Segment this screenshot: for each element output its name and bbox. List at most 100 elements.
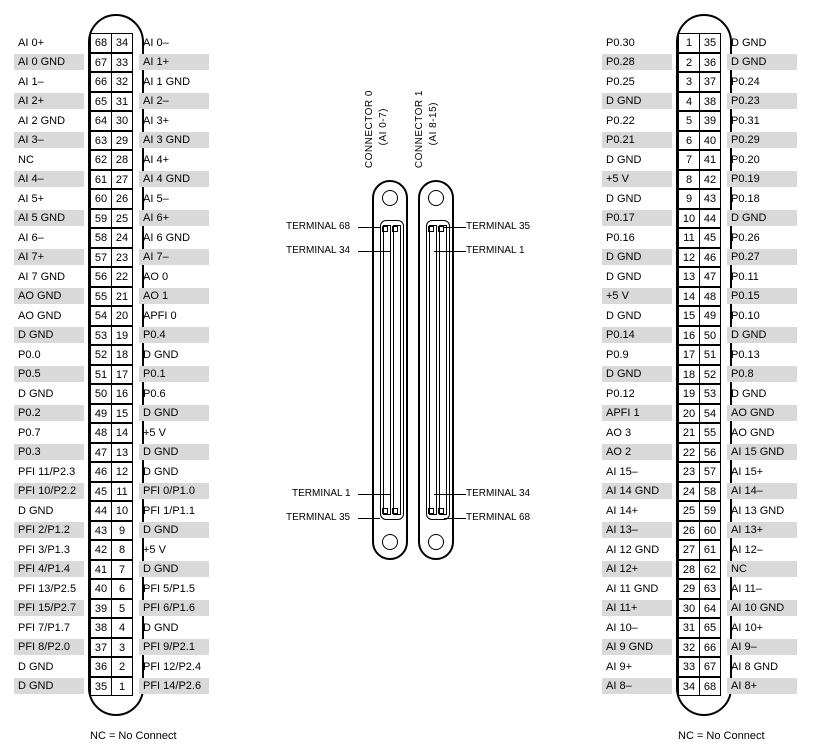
pin-number: 42 xyxy=(699,170,721,190)
pinout-row: +5 V842P0.19 xyxy=(602,170,797,190)
signal-label-right: P0.18 xyxy=(727,191,797,207)
signal-label-left: AI 5+ xyxy=(14,191,84,207)
pin-number: 50 xyxy=(699,326,721,346)
signal-label-left: PFI 10/P2.2 xyxy=(14,483,84,499)
pin-number: 30 xyxy=(678,599,700,619)
pin-number: 28 xyxy=(111,150,133,170)
left-pinout-table: AI 0+6834AI 0–AI 0 GND6733AI 1+AI 1– 66 3 2… xyxy=(14,33,209,696)
pinout-row: AI 11 GND2963AI 11– xyxy=(602,579,797,599)
pin-number: 62 xyxy=(699,560,721,580)
pinout-row: P0.24915D GND xyxy=(14,404,209,424)
signal-label-right: AO 1 xyxy=(139,288,209,304)
signal-label-left: NC xyxy=(14,152,84,168)
signal-label-left: P0.21 xyxy=(602,132,672,148)
signal-label-left: P0.3 xyxy=(14,444,84,460)
pinout-row: AI 2 GND6430AI 3+ xyxy=(14,111,209,131)
pinout-row: D GND4410PFI 1/P1.1 xyxy=(14,501,209,521)
pin-number: 58 xyxy=(90,228,112,248)
pin-number: 3 xyxy=(111,638,133,658)
pin-number: 63 xyxy=(90,131,112,151)
signal-label-right: P0.11 xyxy=(727,269,797,285)
signal-label-left: P0.9 xyxy=(602,347,672,363)
pinout-row: P0.25337P0.24 xyxy=(602,72,797,92)
signal-label-right: P0.10 xyxy=(727,308,797,324)
pinout-row: P0.91751P0.13 xyxy=(602,345,797,365)
pin-number: 56 xyxy=(90,267,112,287)
pin-number: 67 xyxy=(699,657,721,677)
pin-number: 48 xyxy=(699,287,721,307)
signal-label-right: AI 2– xyxy=(139,93,209,109)
pin-number: 67 xyxy=(90,53,112,73)
pinout-row: NC6228AI 4+ xyxy=(14,150,209,170)
pinout-row: AI 2+6531AI 2– xyxy=(14,92,209,112)
pin-number: 35 xyxy=(90,677,112,697)
signal-label-left: P0.16 xyxy=(602,230,672,246)
signal-label-right: AI 14– xyxy=(727,483,797,499)
pin-number: 9 xyxy=(111,521,133,541)
signal-label-right: PFI 12/P2.4 xyxy=(139,659,209,675)
signal-label-left: AI 8– xyxy=(602,678,672,694)
signal-label-right: D GND xyxy=(139,405,209,421)
pin-number: 10 xyxy=(678,209,700,229)
pin-number: 27 xyxy=(111,170,133,190)
pin-number: 23 xyxy=(111,248,133,268)
pinout-row: P0.21640P0.29 xyxy=(602,131,797,151)
pin-number: 46 xyxy=(699,248,721,268)
pinout-row: APFI 12054AO GND xyxy=(602,404,797,424)
signal-label-left: PFI 2/P1.2 xyxy=(14,522,84,538)
signal-label-right: AI 8 GND xyxy=(727,659,797,675)
pinout-row: AI 6–5824AI 6 GND xyxy=(14,228,209,248)
pin-number: 60 xyxy=(699,521,721,541)
pin-number: 62 xyxy=(90,150,112,170)
pin-number: 23 xyxy=(678,462,700,482)
pin-number: 37 xyxy=(90,638,112,658)
signal-label-left: AI 1– xyxy=(14,74,84,90)
signal-label-left: D GND xyxy=(14,659,84,675)
pin-number: 45 xyxy=(699,228,721,248)
signal-label-left: P0.14 xyxy=(602,327,672,343)
pin-number: 28 xyxy=(678,560,700,580)
pin-number: 5 xyxy=(111,599,133,619)
signal-label-right: AI 1+ xyxy=(139,54,209,70)
conn1-sub: (AI 8-15) xyxy=(428,102,439,145)
pinout-row: AO GND5420APFI 0 xyxy=(14,306,209,326)
signal-label-right: D GND xyxy=(727,210,797,226)
pin-number: 34 xyxy=(678,677,700,697)
signal-label-left: AI 10– xyxy=(602,620,672,636)
pinout-row: AI 0 GND6733AI 1+ xyxy=(14,53,209,73)
pinout-row: D GND5319P0.4 xyxy=(14,326,209,346)
pinout-row: PFI 10/P2.24511PFI 0/P1.0 xyxy=(14,482,209,502)
pin-number: 65 xyxy=(699,618,721,638)
pinout-row: AI 0+6834AI 0– xyxy=(14,33,209,53)
pin-number: 20 xyxy=(111,306,133,326)
pinout-row: D GND438P0.23 xyxy=(602,92,797,112)
pin-number: 66 xyxy=(90,72,112,92)
pinout-row: D GND351PFI 14/P2.6 xyxy=(14,677,209,697)
signal-label-left: AI 0+ xyxy=(14,35,84,51)
signal-label-left: AI 4– xyxy=(14,171,84,187)
pinout-row: AI 7+5723AI 7– xyxy=(14,248,209,268)
pin-number: 1 xyxy=(111,677,133,697)
signal-label-left: AI 12 GND xyxy=(602,542,672,558)
pin-number: 59 xyxy=(699,501,721,521)
pin-number: 49 xyxy=(90,404,112,424)
signal-label-right: P0.29 xyxy=(727,132,797,148)
pin-number: 57 xyxy=(699,462,721,482)
signal-label-right: AO 0 xyxy=(139,269,209,285)
pin-number: 13 xyxy=(678,267,700,287)
pinout-row: P0.30135D GND xyxy=(602,33,797,53)
signal-label-left: AO GND xyxy=(14,308,84,324)
pinout-row: D GND1246P0.27 xyxy=(602,248,797,268)
pin-number: 31 xyxy=(678,618,700,638)
signal-label-right: P0.31 xyxy=(727,113,797,129)
signal-label-left: PFI 8/P2.0 xyxy=(14,639,84,655)
pin-number: 10 xyxy=(111,501,133,521)
pinout-row: D GND1347P0.11 xyxy=(602,267,797,287)
pin-number: 61 xyxy=(699,540,721,560)
signal-label-left: P0.5 xyxy=(14,366,84,382)
signal-label-left: D GND xyxy=(602,308,672,324)
pin-number: 7 xyxy=(111,560,133,580)
pin-number: 43 xyxy=(90,521,112,541)
signal-label-right: D GND xyxy=(727,54,797,70)
pin-number: 47 xyxy=(699,267,721,287)
